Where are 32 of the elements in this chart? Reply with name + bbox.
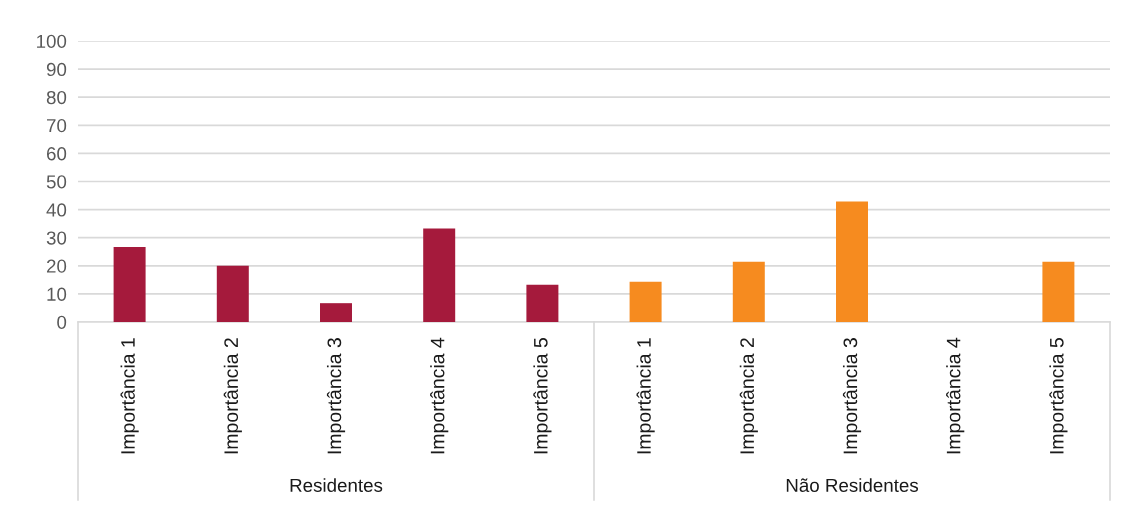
bar: [526, 284, 559, 322]
y-tick-label: 100: [37, 34, 67, 48]
bar: [113, 246, 146, 322]
y-tick-label: 0: [57, 315, 67, 329]
x-tick-label: Importância 1: [120, 338, 139, 454]
x-tick-label: Importância 4: [430, 337, 449, 454]
bar: [216, 265, 249, 322]
y-tick-label: 20: [46, 259, 67, 273]
y-tick-label: 90: [46, 62, 67, 77]
x-tick-label: Importância 2: [223, 338, 242, 454]
x-tick-label: Importância 4: [946, 337, 965, 454]
y-tick-label: 30: [46, 231, 67, 245]
y-tick-label: 50: [46, 175, 67, 189]
x-tick-label: Importância 3: [326, 338, 346, 454]
bar: [423, 228, 456, 322]
x-tick-label: Importância 1: [636, 338, 655, 454]
text: Residentes: [290, 478, 383, 492]
bar: [629, 281, 662, 322]
y-tick-label: 80: [46, 90, 67, 105]
bar: [1042, 261, 1075, 322]
y-tick-label: 10: [47, 287, 67, 301]
y-tick-label: 60: [46, 147, 67, 161]
y-tick-label: 70: [47, 119, 67, 133]
x-tick-label: Importância 5: [1049, 338, 1068, 454]
x-tick-label: Importância 5: [533, 338, 552, 454]
y-tick-label: 40: [46, 203, 67, 217]
bar: [732, 261, 765, 322]
text: Não Residentes: [786, 478, 919, 492]
x-tick-label: Importância 3: [842, 338, 862, 454]
bar: [836, 201, 868, 322]
bar: [320, 303, 352, 322]
x-tick-label: Importância 2: [739, 338, 758, 454]
